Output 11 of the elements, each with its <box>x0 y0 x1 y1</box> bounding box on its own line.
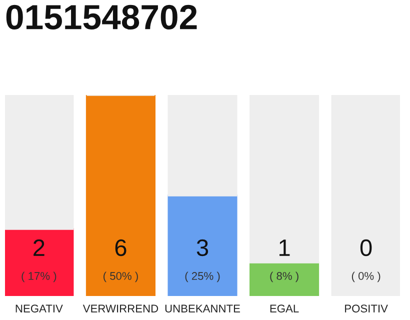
data-label: 3 ( 25% ) <box>185 239 220 282</box>
x-tick-label: VERWIRREND <box>82 304 158 312</box>
data-label: 1 ( 8% ) <box>270 240 298 282</box>
data-label: 6 ( 50% ) <box>104 239 138 282</box>
data-label: 2 ( 17% ) <box>22 239 56 282</box>
x-tick-label: EGAL <box>270 304 299 312</box>
x-tick-label: UNBEKANNTE <box>165 304 240 312</box>
x-tick-label: POSITIV <box>345 304 388 312</box>
chart-title: 0151548702 <box>6 4 197 30</box>
data-label: 0 ( 0% ) <box>352 239 380 282</box>
x-tick-label: NEGATIV <box>16 304 63 312</box>
